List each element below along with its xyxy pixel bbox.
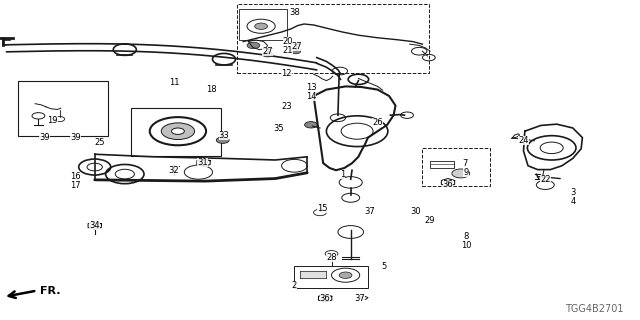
Text: 23: 23 [282,102,292,111]
Text: 36: 36 [320,294,330,303]
Text: 29: 29 [425,216,435,225]
Text: 37: 37 [355,294,365,303]
Text: 11: 11 [169,78,179,87]
Text: 28: 28 [326,253,337,262]
Text: FR.: FR. [40,286,60,296]
Text: 14: 14 [306,92,316,100]
Text: 13: 13 [306,83,316,92]
Text: 1: 1 [340,170,345,179]
Text: 18: 18 [206,85,216,94]
Text: 21: 21 [283,46,293,55]
Circle shape [161,123,195,140]
Circle shape [172,128,184,134]
Text: 10: 10 [461,241,471,250]
Text: 27: 27 [292,42,302,51]
Text: 25: 25 [95,138,105,147]
Text: 9: 9 [463,168,468,177]
Text: 16: 16 [70,172,81,181]
Text: 37: 37 [365,207,375,216]
Circle shape [339,272,352,278]
Text: 34: 34 [90,221,100,230]
Text: 20: 20 [283,37,293,46]
Circle shape [262,52,273,57]
Bar [430,161,454,168]
Text: 8: 8 [463,232,468,241]
Text: 5: 5 [381,262,387,271]
Text: 3: 3 [570,188,575,197]
Text: 4: 4 [570,197,575,206]
Text: 15: 15 [317,204,328,213]
Text: 33: 33 [219,131,229,140]
Text: 24: 24 [518,136,529,145]
Text: 39: 39 [40,133,50,142]
Text: 27: 27 [262,47,273,56]
Text: 31: 31 [197,158,207,167]
Text: 2: 2 [292,281,297,290]
Circle shape [291,49,301,54]
Circle shape [216,137,229,143]
Text: 30: 30 [411,207,421,216]
Bar [18,81,108,136]
Bar [422,148,490,186]
Text: 38: 38 [289,8,300,17]
Text: 22: 22 [540,175,550,184]
Text: 39: 39 [70,133,81,142]
Text: 7: 7 [462,159,467,168]
Text: 35: 35 [274,124,284,133]
Circle shape [247,42,260,49]
Bar [131,108,221,156]
Text: 17: 17 [70,181,81,190]
Text: 32: 32 [169,166,179,175]
Text: TGG4B2701: TGG4B2701 [566,304,624,314]
Bar [294,266,368,288]
Text: 19: 19 [47,116,58,125]
Text: 36: 36 [443,180,453,189]
Circle shape [255,23,268,29]
Text: 12: 12 [282,69,292,78]
Bar [239,9,287,40]
Circle shape [452,169,470,178]
Bar [237,4,429,73]
Text: 26: 26 [372,118,383,127]
Circle shape [305,122,317,128]
